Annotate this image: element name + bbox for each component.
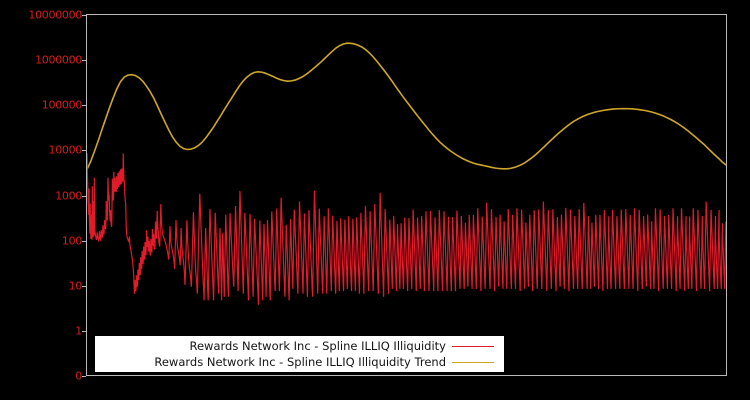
y-tick-mark — [82, 60, 86, 62]
chart-legend: Rewards Network Inc - Spline ILLIQ Illiq… — [95, 336, 504, 372]
chart-svg — [87, 42, 726, 305]
y-tick-mark — [82, 240, 86, 242]
y-tick-label: 10 — [68, 279, 83, 293]
y-tick-mark — [82, 105, 86, 107]
y-tick-mark — [82, 376, 86, 377]
y-tick-mark — [82, 330, 86, 332]
y-tick-label: 100 — [61, 234, 82, 248]
legend-label-illiquidity: Rewards Network Inc - Spline ILLIQ Illiq… — [189, 339, 447, 353]
y-tick-mark — [82, 150, 86, 152]
plot-area — [86, 14, 727, 376]
y-tick-label: 10000000 — [28, 8, 82, 22]
series-line-illiquidity — [87, 153, 726, 305]
legend-entry: Rewards Network Inc - Spline ILLIQ Illiq… — [95, 338, 498, 354]
y-tick-mark — [82, 195, 86, 197]
y-tick-label: 100000 — [41, 98, 83, 112]
legend-entry: Rewards Network Inc - Spline ILLIQ Illiq… — [95, 354, 498, 370]
y-tick-label: 1000000 — [35, 53, 82, 67]
y-tick-mark — [82, 285, 86, 287]
legend-swatch-illiquidity — [452, 345, 494, 347]
y-tick-label: 0 — [75, 369, 82, 383]
y-tick-label: 1 — [75, 324, 82, 338]
series-line-trend — [87, 42, 726, 171]
y-tick-label: 1000 — [55, 189, 82, 202]
y-axis-tick-labels: 10000000 1000000 100000 10000 1000 100 10 1 0 — [0, 0, 86, 400]
y-tick-label: 10000 — [48, 143, 83, 157]
legend-label-trend: Rewards Network Inc - Spline ILLIQ Illiq… — [154, 355, 446, 369]
y-tick-mark — [82, 15, 86, 16]
legend-swatch-trend — [452, 361, 494, 363]
